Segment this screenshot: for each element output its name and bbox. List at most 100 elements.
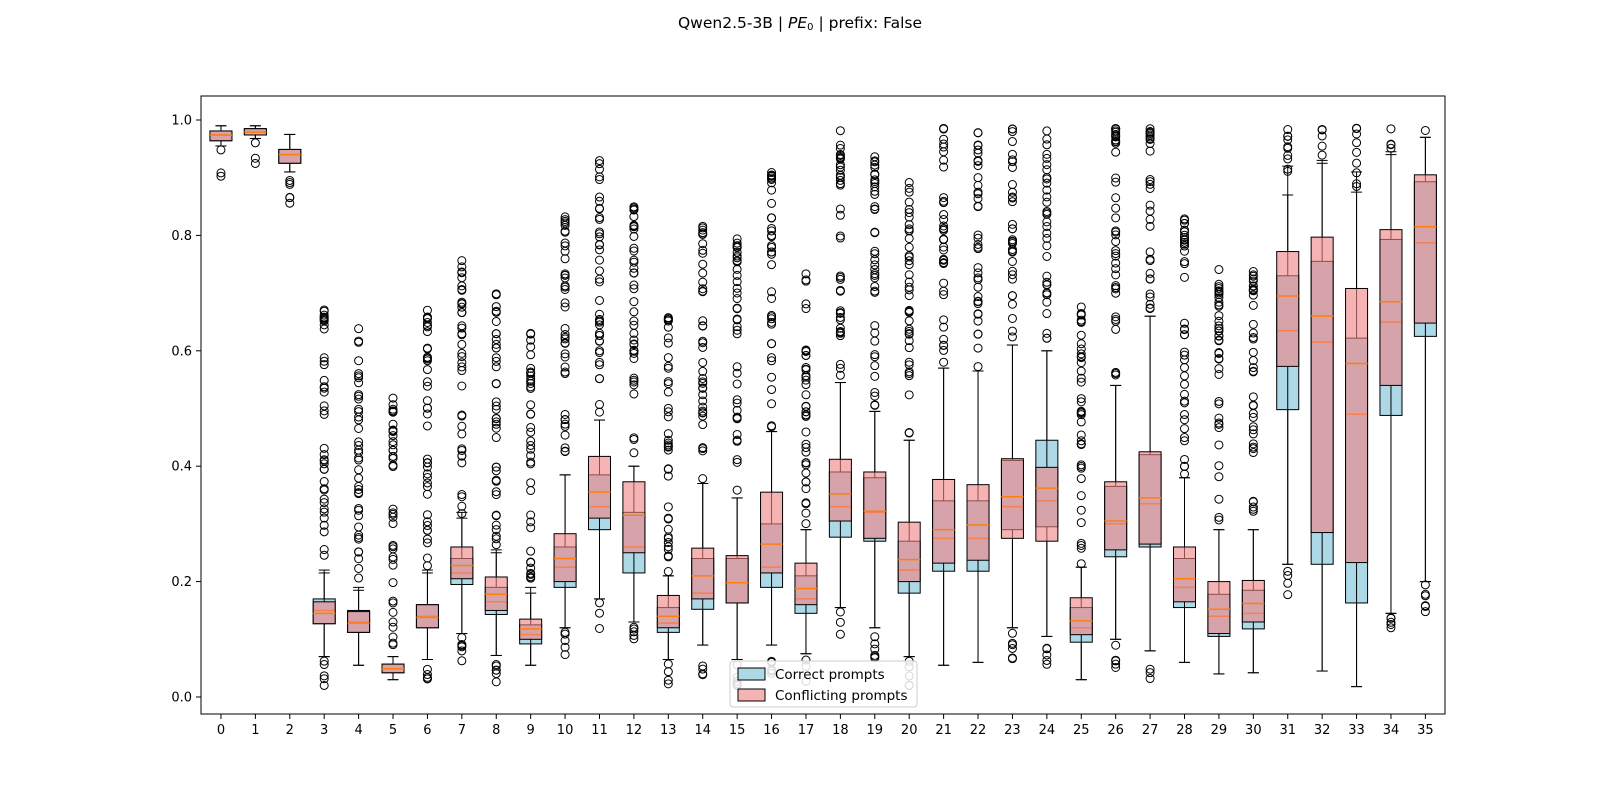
outlier-marker — [732, 238, 742, 248]
outlier-marker — [285, 178, 295, 188]
outlier-marker — [1248, 267, 1258, 277]
outlier-marker — [629, 630, 639, 640]
conflicting-box — [1276, 165, 1300, 565]
outlier-marker — [594, 277, 604, 287]
outlier-marker — [698, 378, 708, 388]
outlier-marker — [904, 242, 914, 252]
outlier-marker — [904, 178, 914, 188]
outlier-marker — [1007, 274, 1017, 284]
outlier-marker — [1007, 193, 1017, 203]
outlier-marker — [732, 455, 742, 465]
outlier-marker — [698, 239, 708, 249]
outlier-marker — [904, 371, 914, 381]
outlier-marker — [319, 464, 329, 474]
outlier-marker — [663, 445, 673, 455]
outlier-marker — [663, 471, 673, 481]
outlier-marker — [1214, 293, 1224, 303]
outlier-marker — [939, 334, 949, 344]
outlier-marker — [1179, 272, 1189, 282]
outlier-marker — [354, 522, 364, 532]
outlier-marker — [1179, 436, 1189, 446]
outlier-marker — [1283, 571, 1293, 581]
outlier-marker — [1248, 439, 1258, 449]
outlier-marker — [663, 524, 673, 534]
y-tick-label: 1.0 — [171, 114, 192, 129]
outlier-marker — [1111, 251, 1121, 261]
outlier-marker — [801, 375, 811, 385]
outlier-marker — [801, 447, 811, 457]
outlier-marker — [801, 443, 811, 453]
conflicting-iqr-rect — [553, 533, 577, 583]
outlier-marker — [560, 352, 570, 362]
outlier-marker — [594, 331, 604, 341]
outlier-marker — [904, 285, 914, 295]
outlier-marker — [663, 338, 673, 348]
outlier-marker — [1179, 214, 1189, 224]
outlier-marker — [801, 345, 811, 355]
x-tick-label: 2 — [286, 723, 294, 738]
conflicting-box — [1069, 566, 1093, 681]
x-tick-label: 19 — [867, 723, 884, 738]
outlier-marker — [594, 623, 604, 633]
outlier-marker — [801, 269, 811, 279]
outlier-marker — [1076, 316, 1086, 326]
outlier-marker — [354, 423, 364, 433]
outlier-marker — [732, 257, 742, 267]
x-tick-label: 5 — [389, 723, 397, 738]
outlier-marker — [388, 445, 398, 455]
outlier-marker — [319, 314, 329, 324]
outlier-marker — [1042, 655, 1052, 665]
outlier-marker — [594, 407, 604, 417]
outlier-marker — [560, 421, 570, 431]
outlier-marker — [870, 328, 880, 338]
x-tick-label: 4 — [354, 723, 362, 738]
outlier-marker — [422, 403, 432, 413]
outlier-marker — [457, 445, 467, 455]
outlier-marker — [354, 563, 364, 573]
outlier-marker — [1179, 241, 1189, 251]
conflicting-box — [1310, 159, 1334, 672]
outlier-marker — [1248, 271, 1258, 281]
outlier-marker — [1111, 284, 1121, 294]
outlier-marker — [1111, 270, 1121, 280]
outlier-marker — [1076, 538, 1086, 548]
outlier-marker — [1248, 422, 1258, 432]
conflicting-box — [243, 125, 267, 139]
outlier-marker — [491, 510, 501, 520]
outlier-marker — [767, 339, 777, 349]
outlier-marker — [1111, 659, 1121, 669]
outlier-marker — [1111, 193, 1121, 203]
outlier-marker — [973, 189, 983, 199]
outlier-marker — [835, 370, 845, 380]
outlier-marker — [801, 299, 811, 309]
outlier-marker — [526, 568, 536, 578]
outlier-marker — [1007, 299, 1017, 309]
outlier-marker — [526, 383, 536, 393]
outlier-marker — [1248, 497, 1258, 507]
outlier-marker — [1248, 448, 1258, 458]
outlier-marker — [1179, 355, 1189, 365]
outlier-marker — [732, 241, 742, 251]
outlier-marker — [422, 454, 432, 464]
outlier-marker — [422, 396, 432, 406]
conflicting-box — [622, 465, 646, 623]
outlier-marker — [319, 660, 329, 670]
outlier-marker — [1214, 348, 1224, 358]
outlier-marker — [594, 172, 604, 182]
outlier-marker — [835, 607, 845, 617]
outlier-marker — [1214, 331, 1224, 341]
x-tick-label: 31 — [1279, 723, 1296, 738]
outlier-marker — [319, 494, 329, 504]
outlier-marker — [801, 350, 811, 360]
outlier-marker — [354, 484, 364, 494]
outlier-marker — [457, 492, 467, 502]
outlier-marker — [388, 426, 398, 436]
x-tick-label: 23 — [1004, 723, 1021, 738]
outlier-marker — [1179, 318, 1189, 328]
outlier-marker — [354, 415, 364, 425]
outlier-marker — [835, 312, 845, 322]
outlier-marker — [285, 193, 295, 203]
x-tick-label: 21 — [935, 723, 952, 738]
outlier-marker — [663, 514, 673, 524]
outlier-marker — [698, 223, 708, 233]
